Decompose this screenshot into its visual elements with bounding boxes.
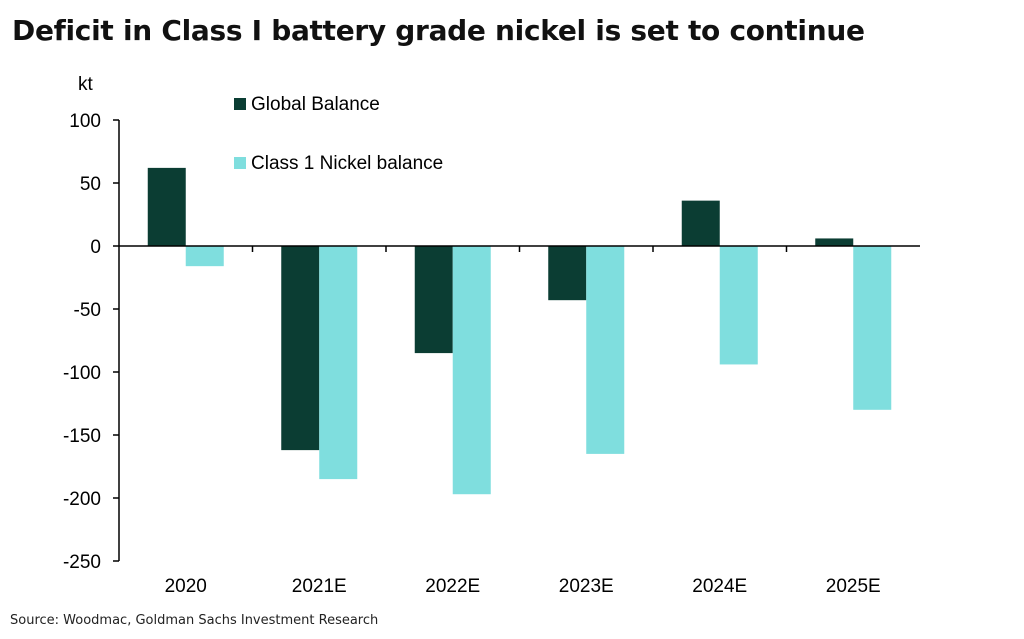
- y-tick-label: 0: [90, 237, 101, 258]
- y-tick-label: -200: [63, 489, 101, 510]
- y-tick-label: 100: [69, 111, 101, 132]
- x-tick-label: 2024E: [692, 576, 747, 597]
- legend-swatch: [234, 98, 246, 110]
- legend: Global Balance Class 1 Nickel balance: [234, 94, 443, 174]
- bar-global-balance-2025e: [815, 238, 854, 246]
- x-tick-label: 2021E: [292, 576, 347, 597]
- x-axis: 2020 2021E 2022E 2023E 2024E 2025E: [119, 245, 920, 597]
- bar-class1-nickel-balance-2025e: [853, 246, 892, 410]
- bar-global-balance-2020: [147, 167, 186, 246]
- legend-label: Global Balance: [251, 94, 380, 115]
- y-tick-label: -250: [63, 552, 101, 573]
- x-tick-label: 2022E: [425, 576, 480, 597]
- bar-global-balance-2023e: [548, 246, 587, 301]
- bar-global-balance-2022e: [414, 246, 453, 354]
- bar-class1-nickel-balance-2022e: [452, 246, 491, 495]
- bar-global-balance-2024e: [681, 200, 720, 246]
- y-axis-unit-label: kt: [78, 74, 94, 95]
- source-note: Source: Woodmac, Goldman Sachs Investmen…: [10, 613, 379, 628]
- legend-swatch: [234, 157, 246, 169]
- x-tick-label: 2025E: [826, 576, 881, 597]
- x-tick-label: 2020: [165, 576, 207, 597]
- y-axis: 100 50 0 -50 -100 -150 -200 -250: [63, 111, 120, 573]
- y-tick-label: 50: [80, 174, 101, 195]
- bars-group: [147, 167, 892, 495]
- y-tick-label: -50: [74, 300, 101, 321]
- y-tick-label: -100: [63, 363, 101, 384]
- bar-global-balance-2021e: [281, 246, 320, 451]
- bar-class1-nickel-balance-2023e: [586, 246, 625, 454]
- y-tick-label: -150: [63, 426, 101, 447]
- bar-class1-nickel-balance-2021e: [319, 246, 358, 480]
- chart-title: Deficit in Class I battery grade nickel …: [12, 14, 865, 47]
- x-tick-label: 2023E: [559, 576, 614, 597]
- legend-label: Class 1 Nickel balance: [251, 153, 443, 174]
- bar-class1-nickel-balance-2020: [185, 246, 224, 267]
- bar-class1-nickel-balance-2024e: [719, 246, 758, 365]
